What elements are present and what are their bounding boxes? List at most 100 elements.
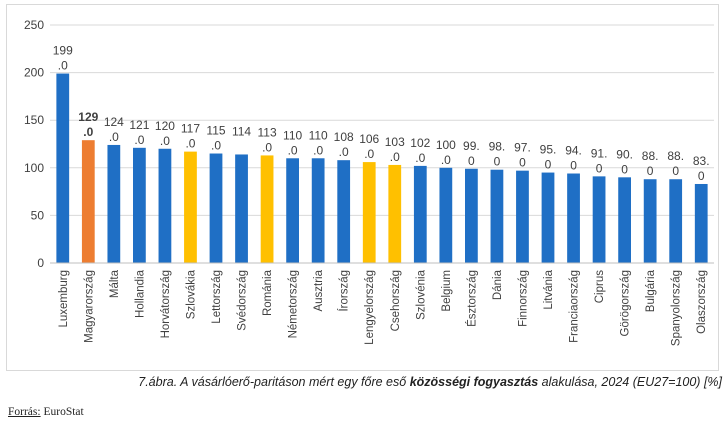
bar bbox=[235, 154, 248, 263]
data-label-bottom: 0 bbox=[468, 154, 475, 168]
bar bbox=[541, 172, 555, 263]
source-value: EuroStat bbox=[40, 406, 84, 418]
bar bbox=[490, 169, 504, 263]
bar bbox=[311, 158, 325, 263]
x-tick-label: Írország bbox=[338, 270, 351, 312]
source-note: Forrás: EuroStat bbox=[8, 406, 84, 418]
x-tick-label: Németország bbox=[288, 270, 300, 338]
x-tick-label: Ciprus bbox=[594, 270, 606, 303]
bar bbox=[260, 155, 274, 263]
data-label-bottom: .0 bbox=[109, 130, 119, 144]
x-tick-label: Románia bbox=[262, 269, 274, 316]
caption-suffix: alakulása, 2024 (EU27=100) [%] bbox=[538, 375, 722, 389]
x-tick-label: Ausztria bbox=[313, 269, 325, 311]
data-label-top: 83. bbox=[693, 154, 710, 168]
bar bbox=[592, 176, 606, 263]
x-tick-label: Spanyolország bbox=[671, 270, 683, 346]
bar bbox=[694, 183, 708, 263]
bar bbox=[516, 170, 529, 263]
x-tick-label: Lettország bbox=[211, 270, 223, 324]
data-label-top: 199 bbox=[53, 44, 73, 58]
bar bbox=[56, 73, 70, 263]
data-label-bottom: .0 bbox=[390, 150, 400, 164]
data-label-bottom: .0 bbox=[134, 133, 144, 147]
data-label-bottom: 0 bbox=[519, 156, 526, 170]
bar bbox=[81, 140, 95, 263]
data-label-bottom: 0 bbox=[647, 164, 654, 178]
data-label-bottom: .0 bbox=[288, 143, 298, 157]
data-label-top: 120 bbox=[155, 119, 175, 133]
bar-chart: 050100150200250199.0Luxemburg129.0Magyar… bbox=[24, 18, 714, 346]
bar bbox=[413, 165, 427, 263]
chart-frame: 0 50 100 150 200 250 199.0 Luxemburg 129.0 Magyar… bbox=[6, 4, 719, 371]
bar bbox=[643, 179, 657, 263]
data-label-top: 106 bbox=[359, 132, 379, 146]
y-tick-label: 200 bbox=[24, 66, 44, 80]
x-tick-label: Észtország bbox=[465, 270, 478, 327]
bar bbox=[567, 173, 580, 263]
bar bbox=[669, 179, 683, 263]
y-tick-label: 250 bbox=[24, 18, 44, 32]
data-label-bottom: .0 bbox=[364, 147, 374, 161]
x-tick-label: Belgium bbox=[441, 270, 453, 312]
bar bbox=[133, 147, 146, 263]
data-label-top: 117 bbox=[181, 122, 200, 136]
x-tick-label: Lengyelország bbox=[364, 270, 376, 345]
x-tick-label: Magyarország bbox=[83, 270, 95, 343]
x-tick-label: Svédország bbox=[237, 270, 249, 331]
x-tick-label: Szlovákia bbox=[185, 269, 197, 319]
data-label-top: 115 bbox=[206, 124, 225, 138]
y-tick-label: 100 bbox=[24, 161, 44, 175]
x-tick-label: Bulgária bbox=[645, 269, 657, 312]
data-label-bottom: .0 bbox=[339, 145, 349, 159]
data-label-top: 90. bbox=[616, 147, 633, 161]
data-label-top: 97. bbox=[514, 141, 531, 155]
data-label-top: 110 bbox=[309, 128, 328, 142]
bar bbox=[286, 158, 299, 263]
data-label-bottom: .0 bbox=[415, 151, 425, 165]
data-label-top: 124 bbox=[104, 115, 124, 129]
x-tick-label: Hollandia bbox=[134, 269, 146, 318]
data-label-bottom: 0 bbox=[494, 155, 501, 169]
data-label-top: 102 bbox=[410, 136, 430, 150]
caption-bold: közösségi fogyasztás bbox=[409, 375, 539, 389]
data-label-top: 99. bbox=[463, 139, 480, 153]
data-label-top: 88. bbox=[642, 149, 659, 163]
x-tick-label: Olaszország bbox=[696, 270, 708, 334]
data-label-bottom: .0 bbox=[262, 140, 272, 154]
x-tick-label: Csehország bbox=[390, 270, 402, 331]
bar bbox=[362, 162, 376, 263]
bar bbox=[618, 177, 631, 263]
bar bbox=[107, 144, 121, 263]
data-label-bottom: .0 bbox=[58, 59, 68, 73]
caption-prefix: 7.ábra. A vásárlóerő-paritáson mért egy … bbox=[138, 375, 410, 389]
x-tick-label: Görögország bbox=[620, 270, 632, 336]
data-label-top: 114 bbox=[232, 124, 251, 138]
data-label-bottom: .0 bbox=[83, 125, 93, 139]
x-tick-label: Finnország bbox=[517, 270, 529, 327]
data-label-bottom: .0 bbox=[313, 143, 323, 157]
data-label-top: 103 bbox=[385, 135, 405, 149]
data-label-bottom: 0 bbox=[672, 164, 679, 178]
data-label-top: 129 bbox=[78, 110, 98, 124]
bar bbox=[209, 153, 223, 263]
data-label-bottom: 0 bbox=[698, 169, 705, 183]
source-label: Forrás: bbox=[8, 406, 41, 418]
figure-caption: 7.ábra. A vásárlóerő-paritáson mért egy … bbox=[0, 375, 722, 389]
data-label-bottom: .0 bbox=[441, 153, 451, 167]
bar bbox=[184, 151, 197, 263]
y-tick-label: 0 bbox=[37, 256, 44, 270]
data-label-top: 98. bbox=[489, 140, 506, 154]
x-tick-label: Horvátország bbox=[160, 270, 172, 338]
x-tick-label: Málta bbox=[109, 269, 121, 298]
bar bbox=[388, 164, 402, 263]
data-label-bottom: 0 bbox=[621, 162, 628, 176]
data-label-top: 121 bbox=[129, 118, 149, 132]
data-label-top: 100 bbox=[436, 138, 456, 152]
data-label-bottom: 0 bbox=[596, 161, 603, 175]
bar bbox=[158, 148, 172, 263]
data-label-bottom: 0 bbox=[545, 158, 552, 172]
x-tick-label: Franciaország bbox=[569, 270, 581, 343]
x-tick-label: Szlovénia bbox=[415, 269, 427, 319]
y-tick-label: 50 bbox=[31, 208, 45, 222]
